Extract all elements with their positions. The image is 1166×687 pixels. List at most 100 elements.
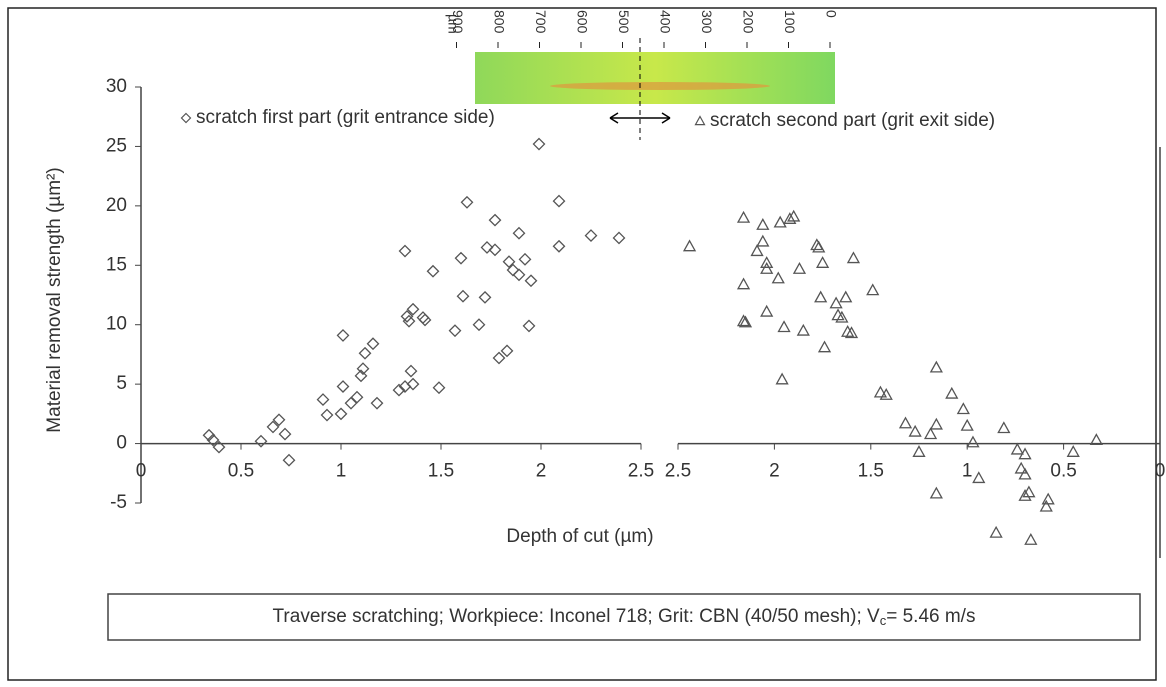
x-tick-label: 2.5 bbox=[665, 461, 691, 482]
y-tick-label: 25 bbox=[106, 135, 127, 156]
data-point bbox=[278, 427, 292, 441]
inset-tick-label: 200 bbox=[740, 10, 756, 34]
inset-tick-label: 700 bbox=[533, 10, 549, 34]
x-tick-label: 0 bbox=[136, 461, 147, 482]
data-point bbox=[400, 309, 414, 323]
y-tick-label: 15 bbox=[106, 254, 127, 275]
data-point bbox=[756, 218, 770, 230]
data-point bbox=[480, 241, 494, 254]
data-point bbox=[472, 318, 486, 332]
data-point bbox=[398, 244, 412, 258]
data-point bbox=[787, 209, 801, 222]
frame bbox=[7, 7, 1157, 681]
data-point bbox=[773, 215, 787, 228]
data-point bbox=[402, 314, 416, 328]
data-point bbox=[454, 251, 468, 265]
data-point bbox=[366, 337, 380, 351]
data-point bbox=[866, 283, 880, 296]
data-point bbox=[460, 195, 474, 209]
data-point bbox=[1041, 492, 1055, 505]
data-point bbox=[404, 364, 418, 378]
data-point bbox=[392, 383, 406, 397]
data-point bbox=[612, 231, 626, 245]
data-point bbox=[478, 290, 492, 304]
data-point bbox=[406, 377, 420, 391]
data-point bbox=[254, 434, 268, 448]
data-point bbox=[839, 290, 853, 303]
data-point bbox=[682, 239, 697, 252]
data-point bbox=[912, 445, 926, 457]
data-point bbox=[344, 396, 358, 410]
data-point bbox=[1024, 533, 1038, 545]
data-point bbox=[756, 234, 770, 247]
data-point bbox=[812, 240, 826, 253]
legend-symbol bbox=[694, 115, 706, 126]
data-point bbox=[448, 324, 462, 338]
inset-tick-label: 400 bbox=[657, 10, 673, 34]
legend-label: scratch first part (grit entrance side) bbox=[196, 107, 495, 128]
data-point bbox=[334, 407, 348, 421]
scratch-groove bbox=[550, 82, 770, 90]
data-point bbox=[406, 302, 420, 316]
data-point bbox=[432, 381, 446, 395]
y-tick-label: 30 bbox=[106, 76, 127, 97]
x-tick-label: 1.5 bbox=[428, 461, 454, 482]
data-point bbox=[416, 311, 430, 325]
data-point bbox=[929, 486, 943, 499]
y-tick-label: 20 bbox=[106, 195, 127, 216]
data-point bbox=[506, 263, 520, 277]
data-point bbox=[796, 323, 810, 336]
data-point bbox=[524, 274, 538, 288]
y-axis-label: Material removal strength (µm²) bbox=[44, 167, 65, 432]
data-point bbox=[456, 289, 470, 303]
data-point bbox=[815, 256, 830, 268]
x-tick-label: 2 bbox=[536, 461, 547, 482]
data-point bbox=[488, 213, 502, 227]
scratch-image bbox=[475, 52, 835, 104]
y-tick-label: 0 bbox=[116, 433, 127, 454]
data-point bbox=[966, 435, 980, 448]
data-point bbox=[989, 525, 1003, 538]
data-point bbox=[814, 290, 828, 303]
data-point bbox=[792, 262, 807, 274]
data-point bbox=[846, 251, 861, 264]
inset-tick-label: 0 bbox=[823, 10, 839, 18]
data-point bbox=[552, 194, 566, 208]
data-point bbox=[783, 212, 797, 224]
data-point bbox=[206, 433, 220, 447]
data-point bbox=[522, 319, 536, 333]
data-point bbox=[738, 315, 753, 328]
data-point bbox=[512, 226, 526, 240]
x-tick-label: 1 bbox=[962, 461, 973, 482]
data-point bbox=[829, 296, 843, 309]
data-point bbox=[736, 277, 751, 290]
data-point bbox=[908, 424, 922, 437]
data-point bbox=[956, 402, 970, 415]
data-point bbox=[272, 413, 286, 427]
data-point bbox=[844, 326, 859, 339]
inset-tick-label: 900 bbox=[450, 10, 466, 34]
data-point bbox=[532, 137, 546, 151]
data-point bbox=[736, 210, 751, 223]
data-point bbox=[1018, 489, 1032, 501]
data-point bbox=[336, 380, 350, 393]
data-point bbox=[771, 271, 785, 284]
data-point bbox=[584, 229, 598, 242]
x-tick-label: 0 bbox=[1155, 461, 1166, 482]
caption-text: = 5.46 m/s bbox=[886, 606, 975, 627]
data-point bbox=[929, 360, 943, 373]
data-point bbox=[750, 244, 764, 257]
data-point bbox=[873, 385, 888, 398]
data-point bbox=[1018, 447, 1032, 460]
inset-unit: µm bbox=[445, 14, 461, 34]
data-point bbox=[841, 325, 855, 337]
data-point bbox=[282, 453, 296, 467]
data-point bbox=[997, 421, 1011, 434]
data-point bbox=[358, 346, 372, 360]
data-point bbox=[879, 388, 893, 400]
x-tick-label: 1.5 bbox=[858, 461, 884, 482]
legend-label: scratch second part (grit exit side) bbox=[710, 110, 995, 131]
data-point bbox=[518, 252, 532, 266]
data-point bbox=[1089, 433, 1103, 446]
data-point bbox=[418, 313, 432, 327]
